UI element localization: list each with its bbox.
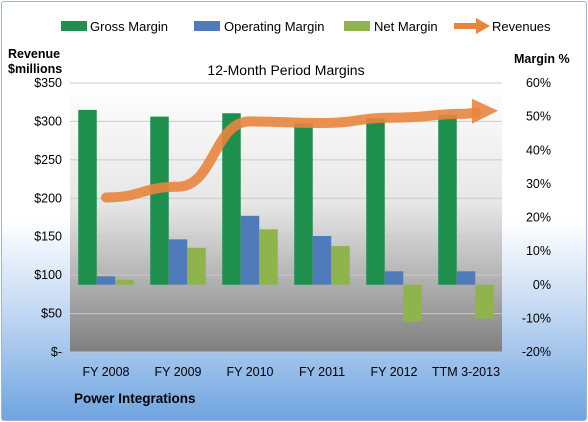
right-tick-label: 50% [526, 110, 551, 124]
legend-label-operating-margin: Operating Margin [224, 19, 324, 34]
right-axis-label: Margin % [514, 52, 570, 66]
right-tick-label: 30% [526, 177, 551, 191]
chart-title: 12-Month Period Margins [207, 62, 364, 78]
right-tick-label: 10% [526, 244, 551, 258]
left-axis-ticks: $- $50 $100 $150 $200 $250 $300 $350 [34, 76, 62, 359]
category-labels: FY 2008 FY 2009 FY 2010 FY 2011 FY 2012 TTM 3… [82, 365, 500, 379]
legend-swatch-net-margin [344, 21, 370, 31]
right-tick-label: 40% [526, 143, 551, 157]
left-axis-label-line2: $millions [8, 62, 62, 76]
bars-group [78, 109, 494, 322]
category-label: FY 2012 [370, 365, 417, 379]
right-tick-label: -20% [522, 345, 551, 359]
right-tick-label: 20% [526, 211, 551, 225]
legend-label-gross-margin: Gross Margin [90, 19, 168, 34]
left-tick-label: $- [51, 345, 62, 359]
category-label: TTM 3-2013 [432, 365, 500, 379]
bar-net-margin [403, 284, 422, 322]
category-label: FY 2011 [299, 365, 345, 379]
category-label: FY 2009 [154, 365, 201, 379]
bar-net-margin [115, 279, 134, 285]
right-tick-label: 0% [533, 278, 551, 292]
gridlines [70, 82, 502, 353]
left-tick-label: $350 [34, 76, 62, 90]
legend: Gross Margin Operating Margin Net Margin… [61, 18, 551, 34]
left-tick-label: $50 [41, 307, 62, 321]
left-axis-label-line1: Revenue [8, 47, 60, 61]
legend-swatch-gross-margin [61, 21, 87, 31]
left-tick-label: $300 [34, 114, 62, 128]
bar-operating-margin [168, 239, 188, 285]
bar-operating-margin [312, 235, 332, 285]
bar-operating-margin [456, 271, 476, 285]
bar-operating-margin [384, 271, 404, 285]
bar-gross-margin [78, 109, 97, 285]
bar-operating-margin [96, 276, 116, 285]
legend-swatch-operating-margin [194, 21, 220, 31]
right-tick-label: 60% [526, 76, 551, 90]
plot-area [70, 83, 502, 352]
revenue-line-group [101, 98, 498, 203]
bar-gross-margin [438, 114, 457, 285]
bar-gross-margin [366, 118, 385, 285]
left-tick-label: $100 [34, 268, 62, 282]
bar-net-margin [187, 247, 206, 285]
left-tick-label: $250 [34, 153, 62, 167]
bar-gross-margin [222, 113, 241, 285]
bar-operating-margin [240, 215, 260, 285]
bar-gross-margin [294, 123, 313, 285]
legend-swatch-revenues [454, 18, 490, 34]
right-axis-ticks: -20% -10% 0% 10% 20% 30% 40% 50% 60% [522, 76, 551, 359]
company-name: Power Integrations [74, 391, 196, 406]
left-tick-label: $150 [34, 230, 62, 244]
bar-net-margin [331, 246, 350, 285]
legend-label-net-margin: Net Margin [374, 19, 438, 34]
bar-net-margin [259, 229, 278, 285]
right-tick-label: -10% [522, 311, 551, 325]
category-label: FY 2008 [82, 365, 129, 379]
category-label: FY 2010 [226, 365, 273, 379]
bar-gross-margin [150, 116, 169, 285]
revenue-line [101, 107, 481, 203]
left-tick-label: $200 [34, 191, 62, 205]
legend-label-revenues: Revenues [492, 19, 551, 34]
bar-net-margin [475, 284, 494, 319]
revenue-arrowhead [472, 98, 498, 124]
